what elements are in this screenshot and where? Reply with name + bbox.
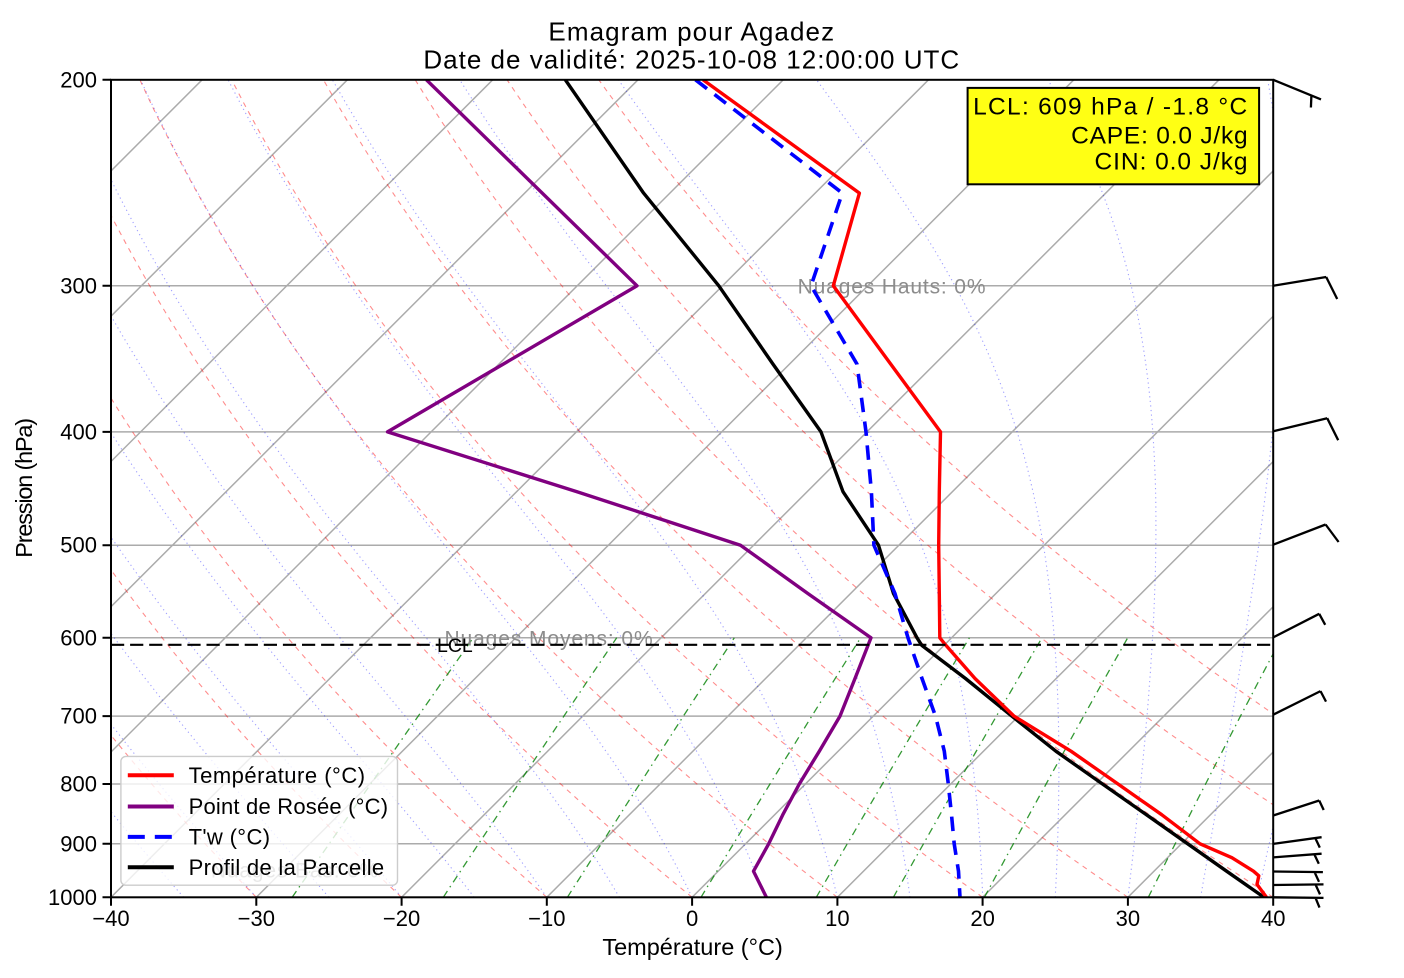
svg-text:700: 700 — [60, 704, 97, 729]
svg-text:30: 30 — [1116, 906, 1140, 931]
svg-text:Nuages Hauts: 0%: Nuages Hauts: 0% — [798, 276, 987, 299]
svg-text:500: 500 — [60, 533, 97, 558]
svg-text:LCL: LCL — [437, 635, 473, 657]
svg-text:40: 40 — [1261, 906, 1285, 931]
svg-text:CAPE: 0.0 J/kg: CAPE: 0.0 J/kg — [1071, 123, 1248, 150]
svg-text:CIN: 0.0 J/kg: CIN: 0.0 J/kg — [1095, 149, 1249, 176]
svg-text:300: 300 — [60, 273, 97, 298]
svg-text:900: 900 — [60, 831, 97, 856]
svg-text:−40: −40 — [92, 906, 129, 931]
svg-text:800: 800 — [60, 772, 97, 797]
svg-text:T'w (°C): T'w (°C) — [189, 824, 271, 849]
svg-text:Date de validité: 2025-10-08 1: Date de validité: 2025-10-08 12:00:00 UT… — [423, 44, 960, 74]
svg-text:Point de Rosée (°C): Point de Rosée (°C) — [189, 794, 389, 819]
svg-text:Température (°C): Température (°C) — [602, 934, 782, 960]
svg-text:Pression (hPa): Pression (hPa) — [11, 419, 37, 558]
svg-text:Profil de la Parcelle: Profil de la Parcelle — [189, 855, 385, 880]
svg-text:600: 600 — [60, 625, 97, 650]
svg-text:200: 200 — [60, 67, 97, 92]
svg-text:10: 10 — [825, 906, 849, 931]
svg-text:Nuages Moyens: 0%: Nuages Moyens: 0% — [444, 628, 653, 651]
svg-text:0: 0 — [686, 906, 698, 931]
svg-text:LCL: 609 hPa / -1.8 °C: LCL: 609 hPa / -1.8 °C — [973, 94, 1248, 121]
svg-text:−10: −10 — [528, 906, 565, 931]
svg-text:20: 20 — [970, 906, 994, 931]
svg-text:−20: −20 — [383, 906, 420, 931]
svg-text:Température (°C): Température (°C) — [189, 763, 366, 788]
svg-text:400: 400 — [60, 419, 97, 444]
svg-text:1000: 1000 — [48, 885, 97, 910]
svg-text:Emagram pour Agadez: Emagram pour Agadez — [548, 17, 835, 47]
svg-text:−30: −30 — [238, 906, 275, 931]
